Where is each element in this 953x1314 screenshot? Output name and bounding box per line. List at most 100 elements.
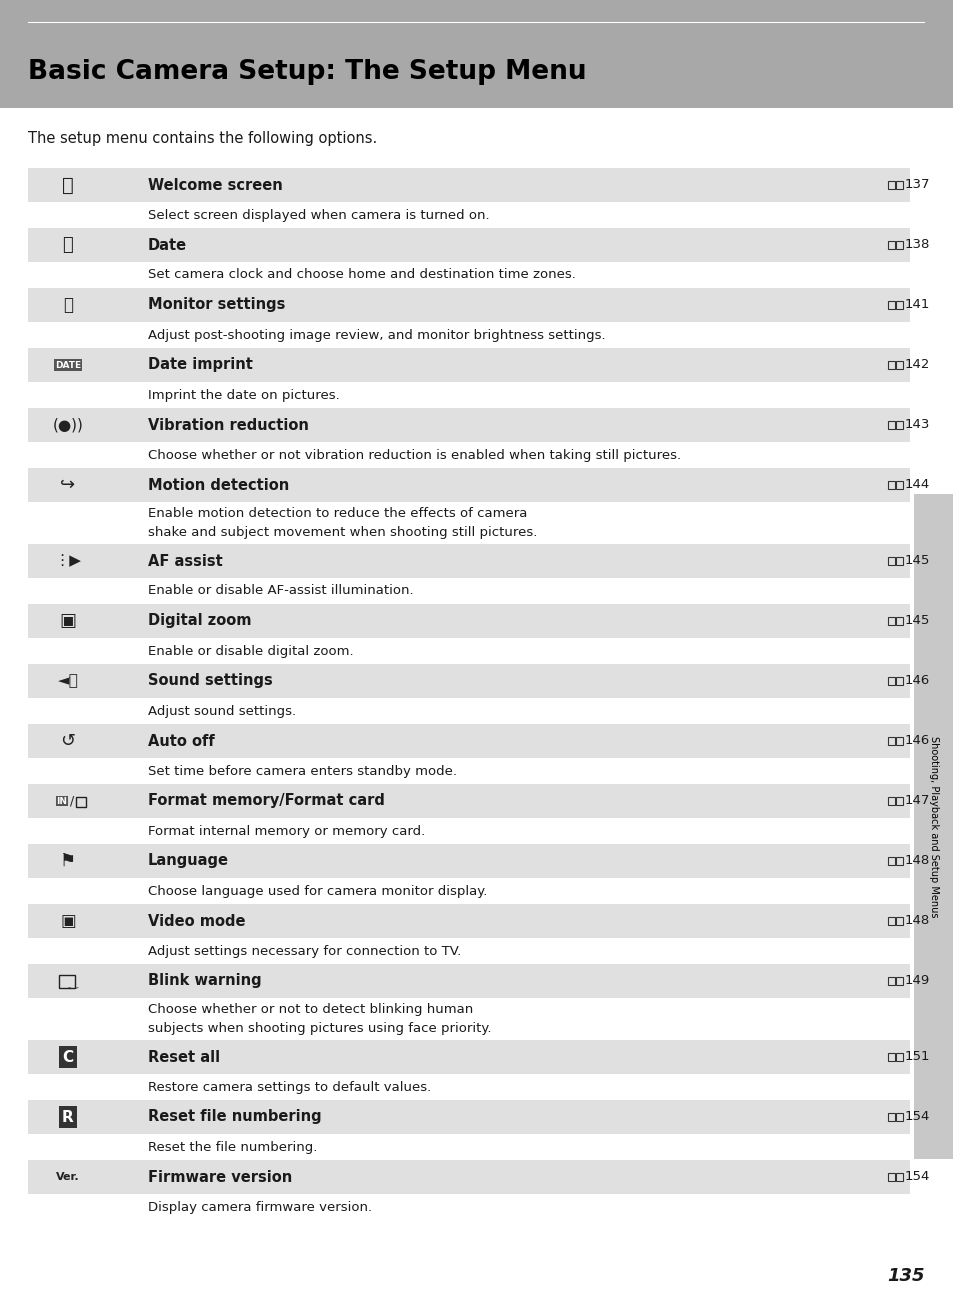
- Bar: [887, 240, 894, 248]
- Text: Auto off: Auto off: [148, 733, 214, 749]
- Bar: [895, 798, 902, 805]
- Text: Enable motion detection to reduce the effects of camera: Enable motion detection to reduce the ef…: [148, 507, 527, 520]
- Text: Digital zoom: Digital zoom: [148, 614, 252, 628]
- Text: Format memory/Format card: Format memory/Format card: [148, 794, 384, 808]
- Bar: [895, 737, 902, 745]
- Text: 148: 148: [904, 854, 929, 867]
- Text: Basic Camera Setup: The Setup Menu: Basic Camera Setup: The Setup Menu: [28, 59, 586, 85]
- Bar: [895, 481, 902, 489]
- Text: ‿: ‿: [69, 978, 77, 988]
- Text: Blink warning: Blink warning: [148, 974, 261, 988]
- Bar: [887, 301, 894, 309]
- Bar: [76, 798, 86, 807]
- Text: Enable or disable digital zoom.: Enable or disable digital zoom.: [148, 644, 354, 657]
- Bar: [895, 240, 902, 248]
- Bar: [28, 664, 909, 698]
- Bar: [887, 481, 894, 489]
- Bar: [28, 724, 909, 758]
- Text: 135: 135: [886, 1267, 923, 1285]
- Text: Shooting, Playback and Setup Menus: Shooting, Playback and Setup Menus: [928, 736, 938, 917]
- Text: 137: 137: [904, 179, 929, 192]
- Text: Choose language used for camera monitor display.: Choose language used for camera monitor …: [148, 884, 487, 897]
- Text: shake and subject movement when shooting still pictures.: shake and subject movement when shooting…: [148, 526, 537, 539]
- Text: Set time before camera enters standby mode.: Set time before camera enters standby mo…: [148, 765, 456, 778]
- Text: AF assist: AF assist: [148, 553, 222, 569]
- Text: Set camera clock and choose home and destination time zones.: Set camera clock and choose home and des…: [148, 268, 576, 281]
- Text: Display camera firmware version.: Display camera firmware version.: [148, 1201, 372, 1214]
- Bar: [895, 978, 902, 986]
- Bar: [887, 677, 894, 685]
- Text: 142: 142: [904, 359, 929, 372]
- Text: Reset file numbering: Reset file numbering: [148, 1109, 321, 1125]
- Text: ◄⧁: ◄⧁: [57, 674, 78, 689]
- Text: ▣: ▣: [60, 912, 76, 930]
- Text: 138: 138: [904, 239, 929, 251]
- Text: Sound settings: Sound settings: [148, 674, 273, 689]
- Text: Date imprint: Date imprint: [148, 357, 253, 372]
- Text: C: C: [62, 1050, 73, 1064]
- Bar: [895, 618, 902, 625]
- Bar: [28, 1039, 909, 1074]
- Bar: [28, 1160, 909, 1194]
- Text: Adjust settings necessary for connection to TV.: Adjust settings necessary for connection…: [148, 945, 460, 958]
- Bar: [28, 409, 909, 442]
- Text: 146: 146: [904, 735, 929, 748]
- Bar: [28, 1100, 909, 1134]
- Bar: [28, 844, 909, 878]
- Text: (●)): (●)): [52, 418, 83, 432]
- Text: /: /: [70, 795, 74, 808]
- Text: 144: 144: [904, 478, 929, 491]
- Bar: [28, 544, 909, 578]
- Bar: [887, 1173, 894, 1181]
- Bar: [895, 1173, 902, 1181]
- Text: DATE: DATE: [55, 360, 81, 369]
- Bar: [887, 978, 894, 986]
- Text: Ver.: Ver.: [56, 1172, 80, 1183]
- Bar: [28, 288, 909, 322]
- Text: ▣: ▣: [59, 612, 76, 629]
- Bar: [895, 420, 902, 428]
- Bar: [0, 0, 953, 108]
- Text: 145: 145: [904, 615, 929, 628]
- Bar: [887, 737, 894, 745]
- Bar: [887, 798, 894, 805]
- Bar: [887, 1113, 894, 1121]
- Text: Choose whether or not to detect blinking human: Choose whether or not to detect blinking…: [148, 1004, 473, 1016]
- Text: Format internal memory or memory card.: Format internal memory or memory card.: [148, 824, 425, 837]
- Bar: [887, 361, 894, 369]
- Text: ⋮▶: ⋮▶: [54, 553, 81, 569]
- Bar: [887, 557, 894, 565]
- Bar: [887, 917, 894, 925]
- Bar: [28, 604, 909, 639]
- Text: 154: 154: [904, 1171, 929, 1184]
- Text: Adjust sound settings.: Adjust sound settings.: [148, 704, 295, 717]
- Bar: [887, 181, 894, 189]
- Text: Reset the file numbering.: Reset the file numbering.: [148, 1141, 317, 1154]
- Text: R: R: [62, 1109, 73, 1125]
- Text: The setup menu contains the following options.: The setup menu contains the following op…: [28, 130, 376, 146]
- Bar: [28, 468, 909, 502]
- Text: 148: 148: [904, 915, 929, 928]
- Bar: [895, 361, 902, 369]
- Text: ⎗: ⎗: [62, 176, 73, 194]
- Bar: [887, 857, 894, 865]
- Bar: [28, 348, 909, 382]
- Text: Language: Language: [148, 854, 229, 869]
- Bar: [895, 301, 902, 309]
- Bar: [895, 1113, 902, 1121]
- Text: Adjust post-shooting image review, and monitor brightness settings.: Adjust post-shooting image review, and m…: [148, 328, 605, 342]
- Bar: [28, 964, 909, 999]
- Text: 147: 147: [904, 795, 929, 808]
- Text: Monitor settings: Monitor settings: [148, 297, 285, 313]
- Text: 145: 145: [904, 555, 929, 568]
- Text: Imprint the date on pictures.: Imprint the date on pictures.: [148, 389, 339, 402]
- Text: ⏰: ⏰: [63, 237, 73, 254]
- Text: Select screen displayed when camera is turned on.: Select screen displayed when camera is t…: [148, 209, 489, 222]
- Bar: [895, 181, 902, 189]
- Text: Choose whether or not vibration reduction is enabled when taking still pictures.: Choose whether or not vibration reductio…: [148, 448, 680, 461]
- Text: Date: Date: [148, 238, 187, 252]
- Text: Reset all: Reset all: [148, 1050, 220, 1064]
- Text: IN: IN: [56, 796, 68, 805]
- Text: 149: 149: [904, 975, 929, 988]
- Text: Motion detection: Motion detection: [148, 477, 289, 493]
